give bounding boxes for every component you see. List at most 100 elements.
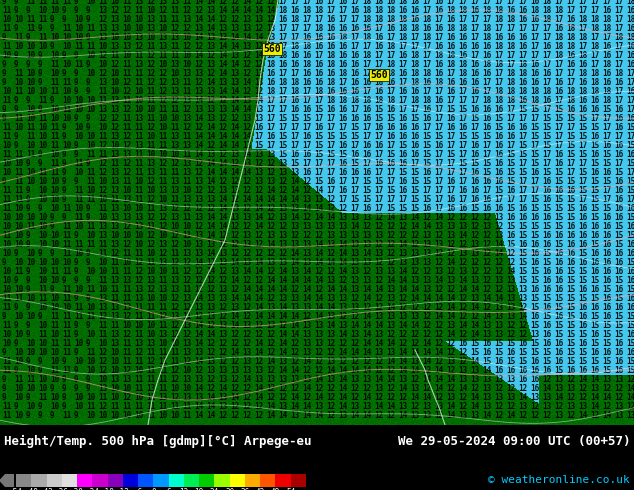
Text: 17: 17 xyxy=(326,114,335,123)
Text: 17: 17 xyxy=(614,132,623,141)
Text: 11: 11 xyxy=(122,249,131,258)
Text: 10: 10 xyxy=(62,42,71,51)
Text: 16: 16 xyxy=(554,276,563,285)
Text: 15: 15 xyxy=(398,141,407,150)
Text: 18: 18 xyxy=(410,24,419,33)
Text: 17: 17 xyxy=(470,0,479,6)
Text: 12: 12 xyxy=(266,384,275,393)
Text: 14: 14 xyxy=(422,375,431,384)
Text: 13: 13 xyxy=(494,393,503,402)
Text: 15: 15 xyxy=(602,321,611,330)
Text: 12: 12 xyxy=(218,231,227,240)
Text: 13: 13 xyxy=(182,15,191,24)
Text: 16: 16 xyxy=(542,339,551,348)
Text: 12: 12 xyxy=(470,231,479,240)
Text: 15: 15 xyxy=(530,159,540,168)
Text: 12: 12 xyxy=(218,177,227,186)
Text: 17: 17 xyxy=(362,159,372,168)
Text: 17: 17 xyxy=(338,15,347,24)
Text: 16: 16 xyxy=(542,231,551,240)
Text: 17: 17 xyxy=(386,33,395,42)
Text: 13: 13 xyxy=(374,231,383,240)
Text: 12: 12 xyxy=(386,240,395,249)
Text: 12: 12 xyxy=(182,6,191,15)
Text: 12: 12 xyxy=(566,411,575,420)
Text: 13: 13 xyxy=(182,375,191,384)
Text: 12: 12 xyxy=(470,267,479,276)
Text: 13: 13 xyxy=(458,411,467,420)
Text: 10: 10 xyxy=(38,240,48,249)
Text: 11: 11 xyxy=(50,366,59,375)
Text: 11: 11 xyxy=(2,186,11,195)
Text: 17: 17 xyxy=(434,87,443,96)
Text: 12: 12 xyxy=(266,348,275,357)
Text: 11: 11 xyxy=(182,177,191,186)
Text: 9: 9 xyxy=(74,267,79,276)
Text: 12: 12 xyxy=(278,222,287,231)
Text: 13: 13 xyxy=(134,141,143,150)
Text: 15: 15 xyxy=(566,141,575,150)
Text: 13: 13 xyxy=(422,276,431,285)
Text: 16: 16 xyxy=(590,231,599,240)
Text: 15: 15 xyxy=(278,132,287,141)
Text: 18: 18 xyxy=(614,33,623,42)
Text: 12: 12 xyxy=(170,24,179,33)
Text: 15: 15 xyxy=(530,294,540,303)
Text: 16: 16 xyxy=(542,195,551,204)
Text: 12: 12 xyxy=(170,96,179,105)
Text: 16: 16 xyxy=(578,339,587,348)
Text: 12: 12 xyxy=(230,330,239,339)
Text: 18: 18 xyxy=(290,42,299,51)
Text: 9: 9 xyxy=(62,186,67,195)
Text: 15: 15 xyxy=(518,258,527,267)
Text: 15: 15 xyxy=(518,150,527,159)
Text: 14: 14 xyxy=(254,33,263,42)
Text: 13: 13 xyxy=(146,168,155,177)
Text: 16: 16 xyxy=(470,87,479,96)
Text: 560: 560 xyxy=(263,44,281,54)
Text: 10: 10 xyxy=(110,366,119,375)
Text: 12: 12 xyxy=(542,375,551,384)
Text: 16: 16 xyxy=(302,33,311,42)
Text: 15: 15 xyxy=(470,159,479,168)
Text: 17: 17 xyxy=(398,42,407,51)
Text: 16: 16 xyxy=(530,384,540,393)
Text: 9: 9 xyxy=(38,159,42,168)
Text: 17: 17 xyxy=(350,141,359,150)
Text: 16: 16 xyxy=(626,303,634,312)
Text: 18: 18 xyxy=(374,6,383,15)
Text: 15: 15 xyxy=(590,123,599,132)
Text: 14: 14 xyxy=(254,312,263,321)
Text: 16: 16 xyxy=(422,78,431,87)
Text: 16: 16 xyxy=(590,267,599,276)
Text: 9: 9 xyxy=(86,204,91,213)
Text: 14: 14 xyxy=(230,6,239,15)
Text: 13: 13 xyxy=(410,384,419,393)
Text: 12: 12 xyxy=(122,240,131,249)
Text: 13: 13 xyxy=(422,258,431,267)
Text: 13: 13 xyxy=(122,303,131,312)
Text: 15: 15 xyxy=(566,177,575,186)
Text: 10: 10 xyxy=(14,222,23,231)
Text: 11: 11 xyxy=(170,168,179,177)
Text: 12: 12 xyxy=(182,42,191,51)
Text: 13: 13 xyxy=(266,303,275,312)
Text: 12: 12 xyxy=(158,69,167,78)
Text: 12: 12 xyxy=(290,339,299,348)
Text: 12: 12 xyxy=(158,87,167,96)
Text: 14: 14 xyxy=(218,87,227,96)
Text: 10: 10 xyxy=(74,222,83,231)
Text: 17: 17 xyxy=(434,33,443,42)
Text: 13: 13 xyxy=(206,366,216,375)
Text: 12: 12 xyxy=(422,384,431,393)
Text: 18: 18 xyxy=(626,33,634,42)
Text: 11: 11 xyxy=(86,24,95,33)
Text: 12: 12 xyxy=(110,60,119,69)
Text: 9: 9 xyxy=(26,321,30,330)
Text: 10: 10 xyxy=(74,105,83,114)
Text: 10: 10 xyxy=(98,213,107,222)
Text: 11: 11 xyxy=(62,294,71,303)
Text: 16: 16 xyxy=(410,123,419,132)
Text: 10: 10 xyxy=(50,240,59,249)
Text: 16: 16 xyxy=(626,267,634,276)
